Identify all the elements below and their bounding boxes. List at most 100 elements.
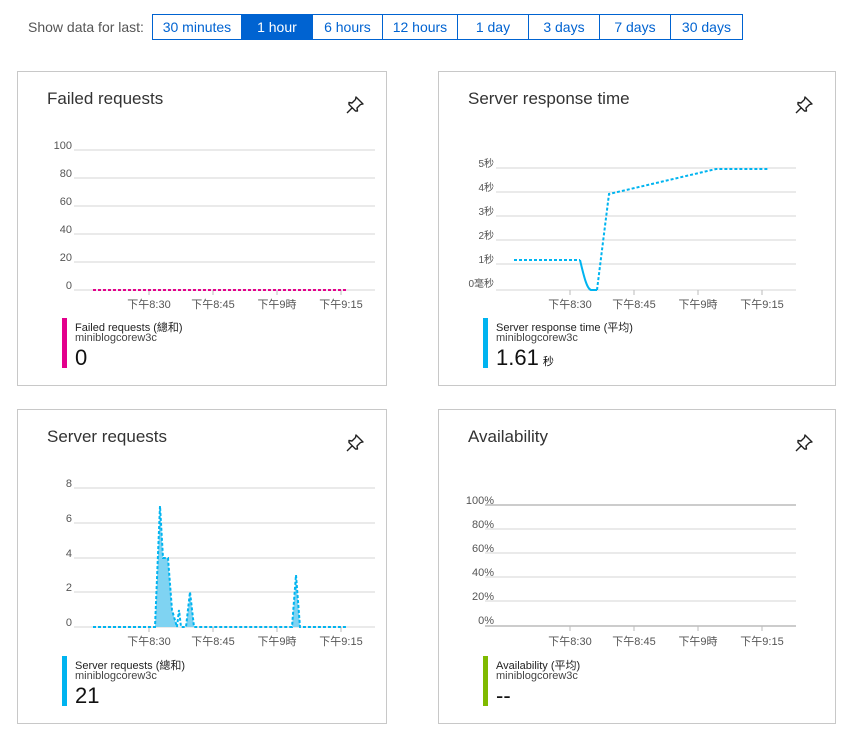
- range-button-7-days[interactable]: 7 days: [599, 15, 671, 39]
- tile-title: Server requests: [47, 427, 167, 446]
- x-tick-label: 下午8:30: [127, 635, 170, 648]
- x-tick-label: 下午8:30: [548, 298, 591, 311]
- requests-area-spike-1: [155, 506, 177, 627]
- legend-resource-name: miniblogcorew3c: [496, 670, 578, 682]
- y-tick-label: 0毫秒: [468, 277, 494, 290]
- x-tick-label: 下午8:30: [127, 298, 170, 311]
- failed-requests-chart: 100 80 60 40 20 0 下午8:30 下午8:45 下午9時 下午9…: [54, 140, 375, 311]
- x-tick-label: 下午8:45: [612, 298, 655, 311]
- x-tick-label: 下午9:15: [740, 635, 783, 648]
- y-tick-label: 0%: [478, 615, 494, 627]
- y-tick-label: 8: [66, 478, 72, 490]
- legend-color-bar: [483, 656, 488, 706]
- server-requests-chart: 8 6 4 2 0 下午8:30 下午8:45 下午9時 下午9:15: [66, 478, 375, 648]
- legend-value-number: 0: [75, 345, 88, 370]
- legend-value-number: --: [496, 683, 511, 708]
- requests-line: [93, 505, 347, 628]
- y-tick-label: 2: [66, 582, 72, 594]
- legend-resource-name: miniblogcorew3c: [75, 670, 157, 682]
- x-tick-label: 下午9:15: [319, 298, 362, 311]
- y-tick-label: 20: [60, 252, 72, 264]
- gridlines: [74, 149, 375, 291]
- range-button-12-hours[interactable]: 12 hours: [382, 15, 458, 39]
- server-response-time-chart: 5秒 4秒 3秒 2秒 1秒 0毫秒 下午8:30 下午8:45 下午9時 下午…: [468, 157, 796, 311]
- time-range-group: 30 minutes 1 hour 6 hours 12 hours 1 day…: [151, 14, 743, 40]
- x-ticks: [569, 626, 763, 631]
- legend-metric-name: Availability (平均): [496, 660, 581, 672]
- legend-metric-name: Server requests (總和): [75, 660, 186, 672]
- y-tick-label: 60%: [472, 543, 494, 555]
- y-axis: 8 6 4 2 0: [66, 478, 72, 629]
- server-response-time-tile[interactable]: Server response time 5秒 4秒 3秒 2秒 1秒 0毫秒 …: [438, 71, 836, 386]
- response-time-segment-rise: [596, 168, 769, 291]
- gridlines: [485, 504, 796, 627]
- x-tick-label: 下午8:30: [548, 635, 591, 648]
- y-axis: 5秒 4秒 3秒 2秒 1秒 0毫秒: [468, 157, 494, 290]
- legend-value-number: 1.61: [496, 345, 539, 370]
- legend-metric-name: Server response time (平均): [496, 322, 633, 334]
- legend-value: 21: [75, 683, 99, 709]
- y-tick-label: 6: [66, 513, 72, 525]
- legend-resource-name: miniblogcorew3c: [75, 332, 157, 344]
- legend-value-number: 21: [75, 683, 100, 708]
- tile-title: Server response time: [468, 89, 630, 108]
- pin-icon[interactable]: [344, 94, 366, 116]
- availability-chart: 100% 80% 60% 40% 20% 0% 下午8:30 下午8:45 下午…: [466, 495, 796, 648]
- legend-color-bar: [483, 318, 488, 368]
- time-range-label: Show data for last:: [28, 19, 144, 35]
- y-tick-label: 80%: [472, 519, 494, 531]
- pin-icon[interactable]: [344, 432, 366, 454]
- x-tick-label: 下午9時: [257, 298, 296, 311]
- range-button-1-day[interactable]: 1 day: [457, 15, 529, 39]
- x-tick-label: 下午9:15: [319, 635, 362, 648]
- y-tick-label: 1秒: [478, 253, 494, 266]
- x-ticks: [569, 290, 763, 295]
- x-tick-label: 下午9時: [678, 635, 717, 648]
- x-tick-label: 下午8:45: [612, 635, 655, 648]
- y-tick-label: 3秒: [478, 205, 494, 218]
- time-range-toolbar: Show data for last: 30 minutes 1 hour 6 …: [28, 14, 743, 40]
- y-axis: 100 80 60 40 20 0: [54, 140, 72, 292]
- y-tick-label: 40: [60, 224, 72, 236]
- y-tick-label: 40%: [472, 567, 494, 579]
- legend-resource-name: miniblogcorew3c: [496, 332, 578, 344]
- range-button-30-days[interactable]: 30 days: [670, 15, 742, 39]
- x-tick-label: 下午8:45: [191, 298, 234, 311]
- y-tick-label: 80: [60, 168, 72, 180]
- tile-title: Availability: [468, 427, 549, 446]
- x-tick-label: 下午9時: [678, 298, 717, 311]
- failed-requests-tile[interactable]: Failed requests 100 80 60 40 20 0 下午8:30…: [17, 71, 387, 386]
- legend-metric-name: Failed requests (總和): [75, 322, 183, 334]
- legend-value: --: [496, 683, 511, 709]
- legend-value: 0: [75, 345, 87, 371]
- y-tick-label: 5秒: [478, 157, 494, 170]
- server-requests-tile[interactable]: Server requests 8 6 4 2 0 下午8:30 下午8:45 …: [17, 409, 387, 724]
- range-button-30-minutes[interactable]: 30 minutes: [152, 15, 242, 39]
- legend-color-bar: [62, 656, 67, 706]
- x-tick-label: 下午8:45: [191, 635, 234, 648]
- range-button-6-hours[interactable]: 6 hours: [312, 15, 383, 39]
- y-tick-label: 60: [60, 196, 72, 208]
- y-tick-label: 0: [66, 617, 72, 629]
- gridlines: [496, 167, 796, 291]
- response-time-segment-solid: [579, 259, 597, 291]
- availability-tile[interactable]: Availability 100% 80% 60% 40% 20% 0% 下午8…: [438, 409, 836, 724]
- y-tick-label: 2秒: [478, 229, 494, 242]
- x-tick-label: 下午9:15: [740, 298, 783, 311]
- tile-title: Failed requests: [47, 89, 164, 108]
- pin-icon[interactable]: [793, 432, 815, 454]
- x-tick-label: 下午9時: [257, 635, 296, 648]
- y-tick-label: 100: [54, 140, 72, 152]
- y-axis: 100% 80% 60% 40% 20% 0%: [466, 495, 494, 627]
- y-tick-label: 100%: [466, 495, 494, 507]
- range-button-3-days[interactable]: 3 days: [528, 15, 600, 39]
- legend-color-bar: [62, 318, 67, 368]
- y-tick-label: 4秒: [478, 181, 494, 194]
- y-tick-label: 4: [66, 548, 72, 560]
- legend-value-unit: 秒: [542, 356, 554, 368]
- y-tick-label: 20%: [472, 591, 494, 603]
- y-tick-label: 0: [66, 280, 72, 292]
- pin-icon[interactable]: [793, 94, 815, 116]
- range-button-1-hour[interactable]: 1 hour: [241, 15, 313, 39]
- gridlines: [74, 487, 375, 628]
